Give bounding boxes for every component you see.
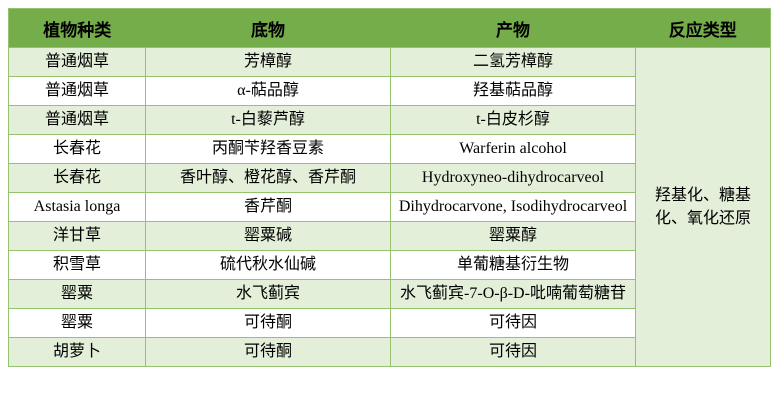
table-row: 长春花 丙酮苄羟香豆素 Warferin alcohol	[8, 134, 771, 164]
plant-cell: 罂粟	[8, 279, 146, 309]
header-reaction-type: 反应类型	[635, 8, 771, 48]
substrate-cell: 可待酮	[145, 308, 391, 338]
table-header: 植物种类 底物 产物 反应类型	[8, 8, 771, 48]
table-row: 罂粟 可待酮 可待因	[8, 308, 771, 338]
substrate-cell: 硫代秋水仙碱	[145, 250, 391, 280]
table-row: 罂粟 水飞蓟宾 水飞蓟宾-7-O-β-D-吡喃葡萄糖苷	[8, 279, 771, 309]
plant-cell: 洋甘草	[8, 221, 146, 251]
product-cell: 单葡糖基衍生物	[390, 250, 636, 280]
plant-cell: 长春花	[8, 134, 146, 164]
product-cell: 可待因	[390, 308, 636, 338]
header-substrate: 底物	[145, 8, 391, 48]
reaction-type-merged-cell: 羟基化、糖基化、氧化还原	[635, 47, 771, 367]
table-row: Astasia longa 香芹酮 Dihydrocarvone, Isodih…	[8, 192, 771, 222]
substrate-cell: 水飞蓟宾	[145, 279, 391, 309]
product-cell: 羟基萜品醇	[390, 76, 636, 106]
substrate-cell: 芳樟醇	[145, 47, 391, 77]
biotransformation-table: 植物种类 底物 产物 反应类型 普通烟草 芳樟醇 二氢芳樟醇 羟基化、糖基化、氧…	[8, 8, 771, 367]
substrate-cell: 香叶醇、橙花醇、香芹酮	[145, 163, 391, 193]
table-row: 普通烟草 芳樟醇 二氢芳樟醇 羟基化、糖基化、氧化还原	[8, 47, 771, 367]
substrate-cell: α-萜品醇	[145, 76, 391, 106]
product-cell: 水飞蓟宾-7-O-β-D-吡喃葡萄糖苷	[390, 279, 636, 309]
product-cell: t-白皮杉醇	[390, 105, 636, 135]
product-cell: 二氢芳樟醇	[390, 47, 636, 77]
table-row: 胡萝卜 可待酮 可待因	[8, 337, 771, 367]
product-cell: Dihydrocarvone, Isodihydrocarveol	[390, 192, 636, 222]
table-row: 普通烟草 t-白藜芦醇 t-白皮杉醇	[8, 105, 771, 135]
header-row: 植物种类 底物 产物 反应类型	[8, 8, 771, 48]
product-cell: 罂粟醇	[390, 221, 636, 251]
plant-cell: 罂粟	[8, 308, 146, 338]
table-row: 积雪草 硫代秋水仙碱 单葡糖基衍生物	[8, 250, 771, 280]
plant-cell: 长春花	[8, 163, 146, 193]
substrate-cell: 丙酮苄羟香豆素	[145, 134, 391, 164]
table-row: 普通烟草 α-萜品醇 羟基萜品醇	[8, 76, 771, 106]
plant-cell: 普通烟草	[8, 76, 146, 106]
header-plant-species: 植物种类	[8, 8, 146, 48]
plant-cell: 积雪草	[8, 250, 146, 280]
table-body: 普通烟草 芳樟醇 二氢芳樟醇 羟基化、糖基化、氧化还原 普通烟草 α-萜品醇 羟…	[8, 47, 771, 367]
product-cell: 可待因	[390, 337, 636, 367]
plant-cell: Astasia longa	[8, 192, 146, 222]
substrate-cell: t-白藜芦醇	[145, 105, 391, 135]
substrate-cell: 可待酮	[145, 337, 391, 367]
table-row: 长春花 香叶醇、橙花醇、香芹酮 Hydroxyneo-dihydrocarveo…	[8, 163, 771, 193]
substrate-cell: 香芹酮	[145, 192, 391, 222]
product-cell: Warferin alcohol	[390, 134, 636, 164]
header-product: 产物	[390, 8, 636, 48]
substrate-cell: 罂粟碱	[145, 221, 391, 251]
product-cell: Hydroxyneo-dihydrocarveol	[390, 163, 636, 193]
plant-cell: 普通烟草	[8, 105, 146, 135]
plant-cell: 胡萝卜	[8, 337, 146, 367]
plant-cell: 普通烟草	[8, 47, 146, 77]
